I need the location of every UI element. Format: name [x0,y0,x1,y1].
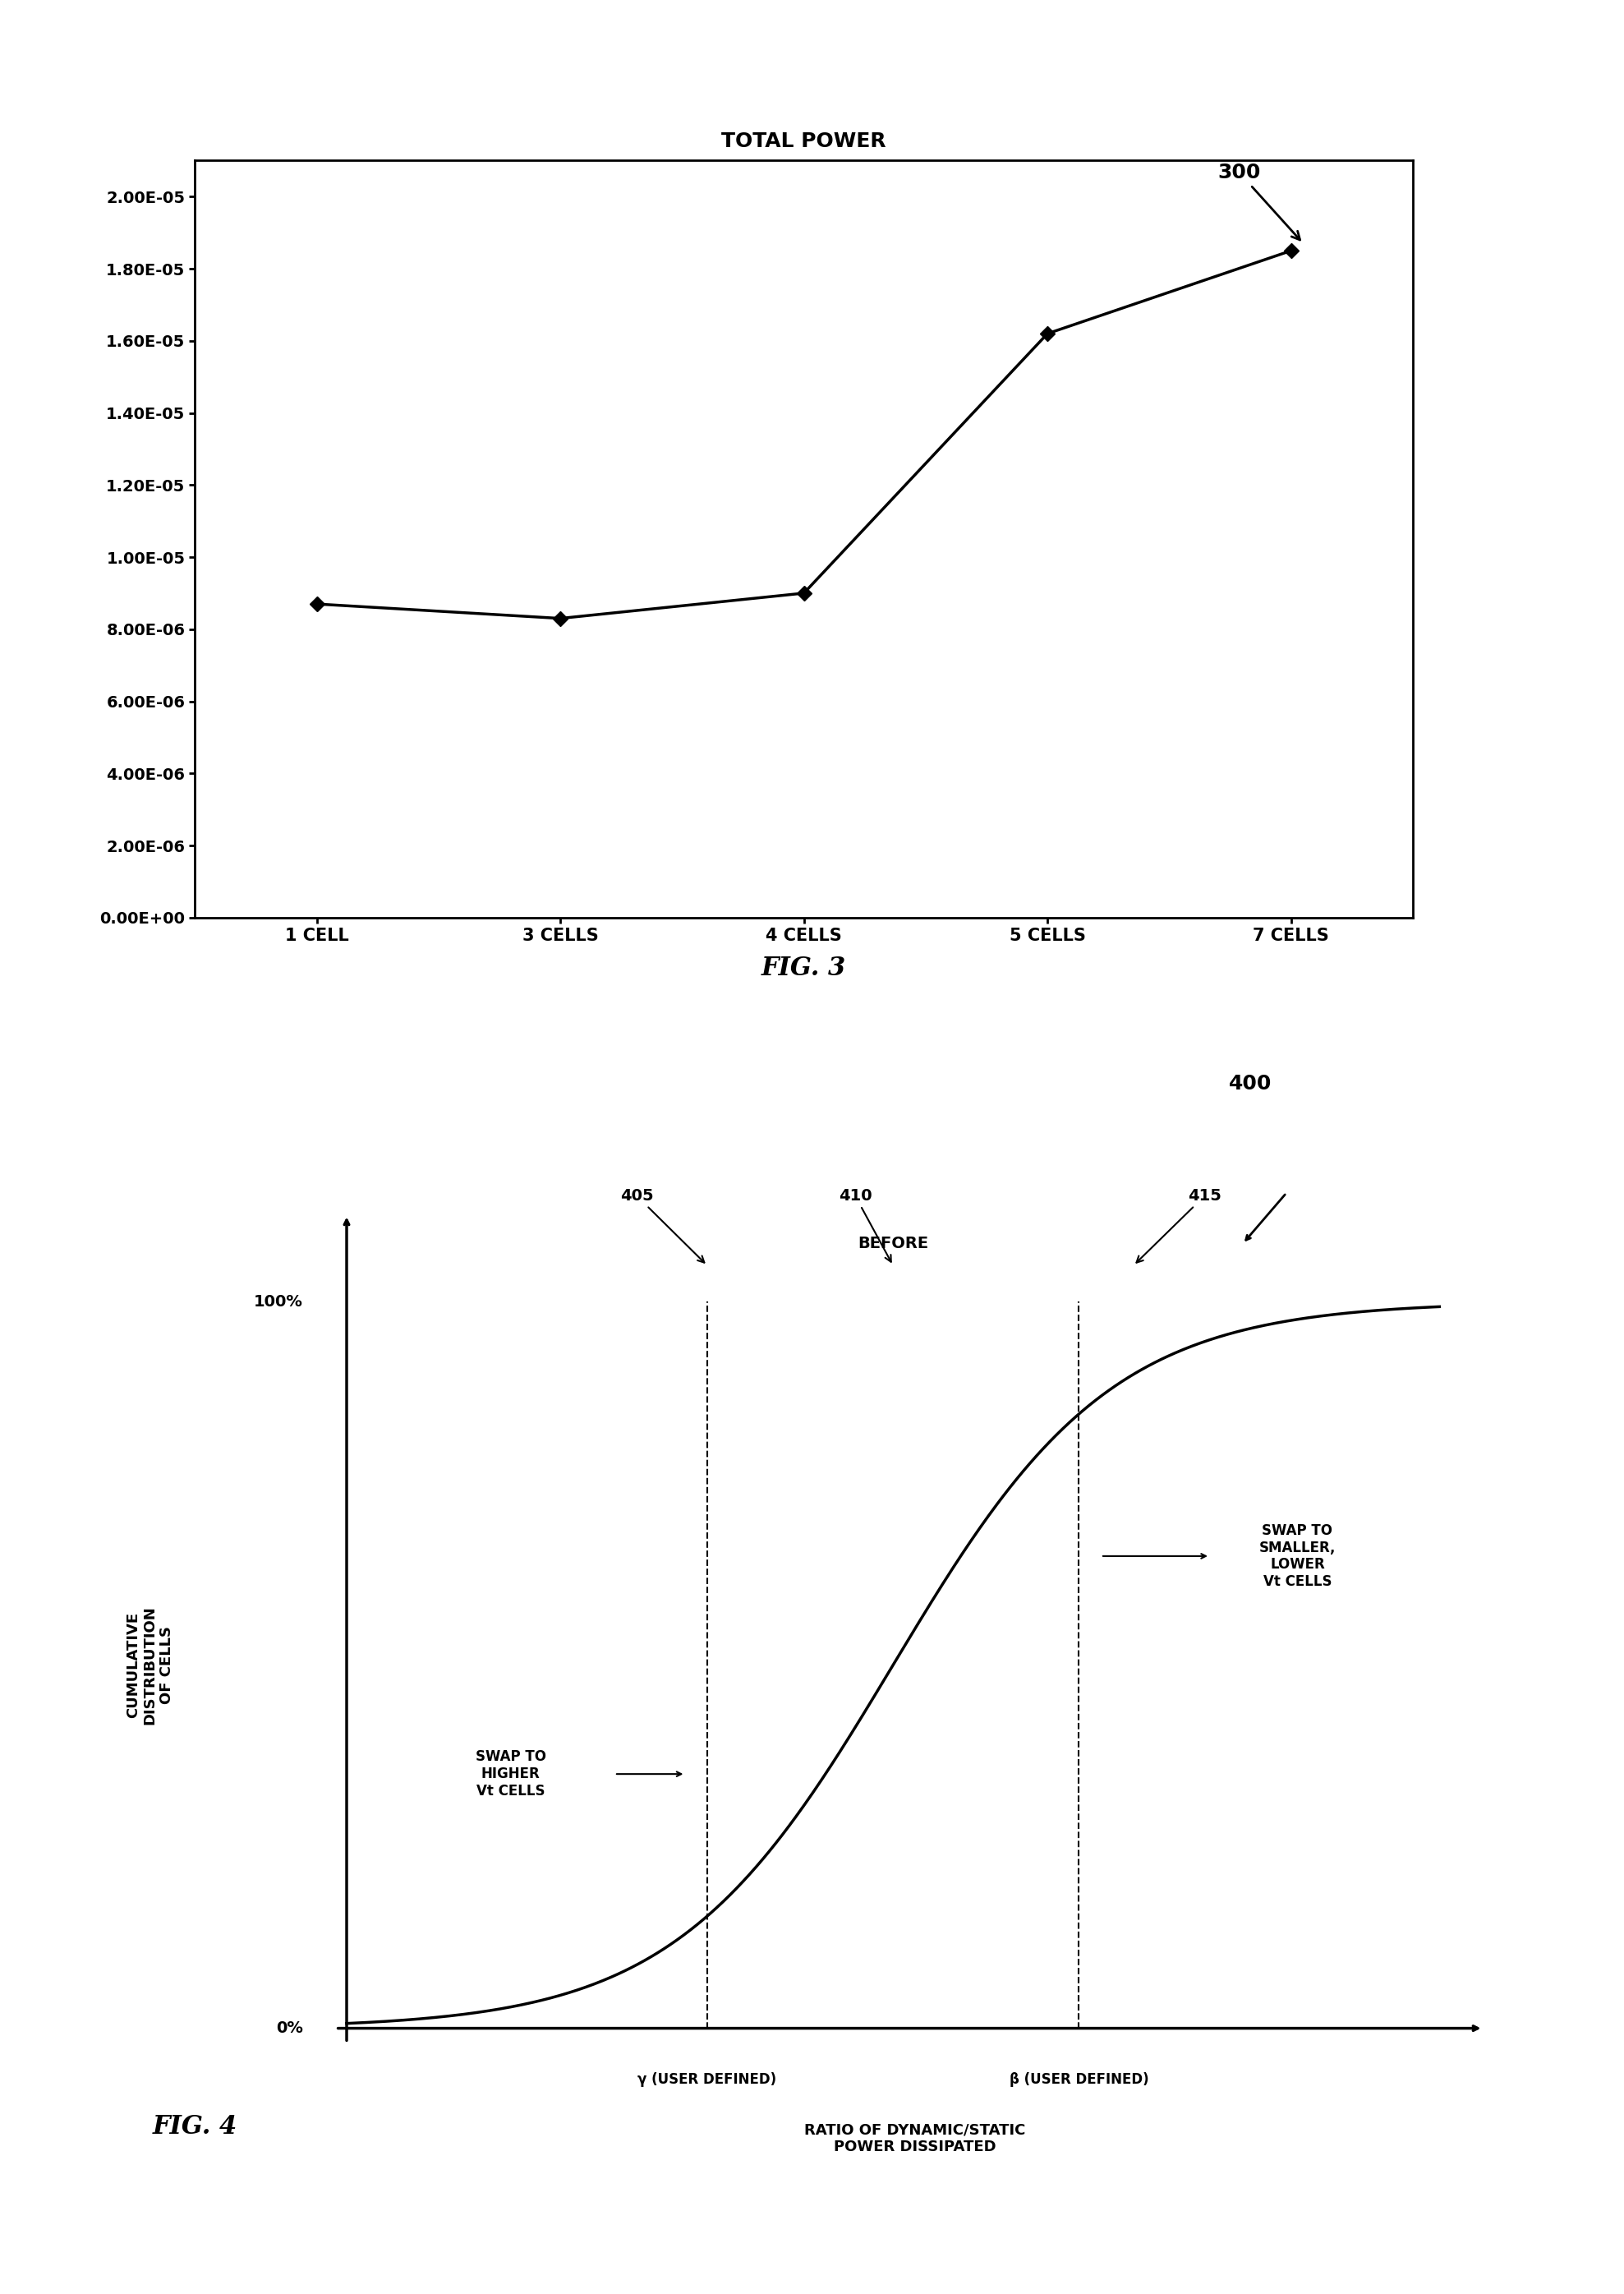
Text: FIG. 3: FIG. 3 [762,954,846,982]
Text: BEFORE: BEFORE [857,1236,929,1253]
Text: 405: 405 [620,1188,705,1262]
Text: SWAP TO
HIGHER
Vt CELLS: SWAP TO HIGHER Vt CELLS [476,1750,546,1798]
Text: 415: 415 [1137,1188,1221,1262]
Text: SWAP TO
SMALLER,
LOWER
Vt CELLS: SWAP TO SMALLER, LOWER Vt CELLS [1259,1523,1335,1590]
Text: 410: 410 [838,1188,892,1262]
Text: β (USER DEFINED): β (USER DEFINED) [1009,2071,1148,2088]
Text: 400: 400 [1229,1074,1272,1094]
Title: TOTAL POWER: TOTAL POWER [721,131,887,151]
Text: 100%: 100% [253,1294,304,1310]
Text: FIG. 4: FIG. 4 [153,2113,237,2140]
Text: CUMULATIVE
DISTRIBUTION
OF CELLS: CUMULATIVE DISTRIBUTION OF CELLS [125,1606,174,1725]
Text: 300: 300 [1218,163,1301,241]
Text: RATIO OF DYNAMIC/STATIC
POWER DISSIPATED: RATIO OF DYNAMIC/STATIC POWER DISSIPATED [804,2122,1025,2154]
Text: 0%: 0% [276,2021,304,2037]
Text: γ (USER DEFINED): γ (USER DEFINED) [638,2071,776,2088]
